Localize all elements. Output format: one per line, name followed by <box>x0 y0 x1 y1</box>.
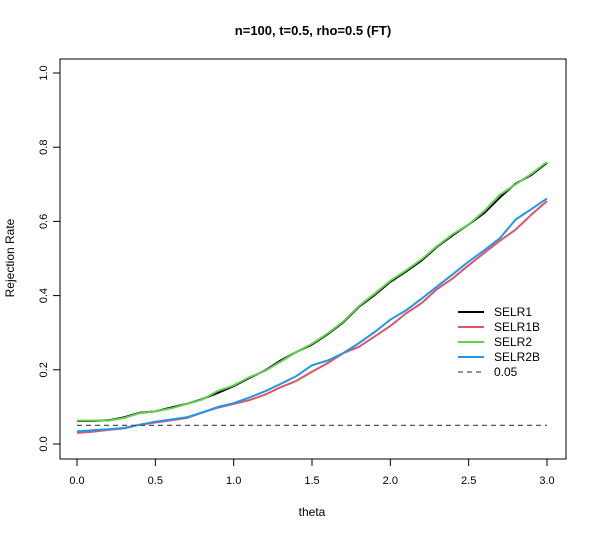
y-tick-label: 0.6 <box>38 214 50 229</box>
legend-label: SELR1 <box>494 305 532 319</box>
legend-label: SELR2 <box>494 335 532 349</box>
y-tick-label: 0.2 <box>38 362 50 377</box>
x-tick-label: 0.5 <box>148 475 163 487</box>
series-line-selr1 <box>77 162 548 422</box>
x-tick-label: 1.5 <box>304 475 319 487</box>
x-tick-label: 0.0 <box>69 475 84 487</box>
legend-label: SELR2B <box>494 350 540 364</box>
legend-label: 0.05 <box>494 365 518 379</box>
series-layer <box>76 161 548 434</box>
x-axis: 0.0 0.5 1.0 1.5 2.0 2.5 3.0 <box>69 458 555 487</box>
series-line-selr1b <box>76 200 548 434</box>
chart-title: n=100, t=0.5, rho=0.5 (FT) <box>235 23 391 38</box>
x-tick-label: 2.5 <box>461 475 476 487</box>
y-tick-label: 0.4 <box>38 288 50 303</box>
y-axis-title: Rejection Rate <box>3 218 17 297</box>
y-axis: 0.0 0.2 0.4 0.6 0.8 1.0 <box>38 65 61 452</box>
series-line-selr2 <box>77 161 548 422</box>
series-line-selr2b <box>76 197 548 433</box>
legend-label: SELR1B <box>494 320 540 334</box>
x-axis-title: theta <box>299 505 326 519</box>
x-tick-label: 1.0 <box>226 475 241 487</box>
plot-frame <box>59 58 567 460</box>
y-tick-label: 0.0 <box>38 436 50 451</box>
x-tick-label: 3.0 <box>539 475 554 487</box>
y-tick-label: 1.0 <box>38 65 50 80</box>
y-tick-label: 0.8 <box>38 140 50 155</box>
x-tick-label: 2.0 <box>383 475 398 487</box>
